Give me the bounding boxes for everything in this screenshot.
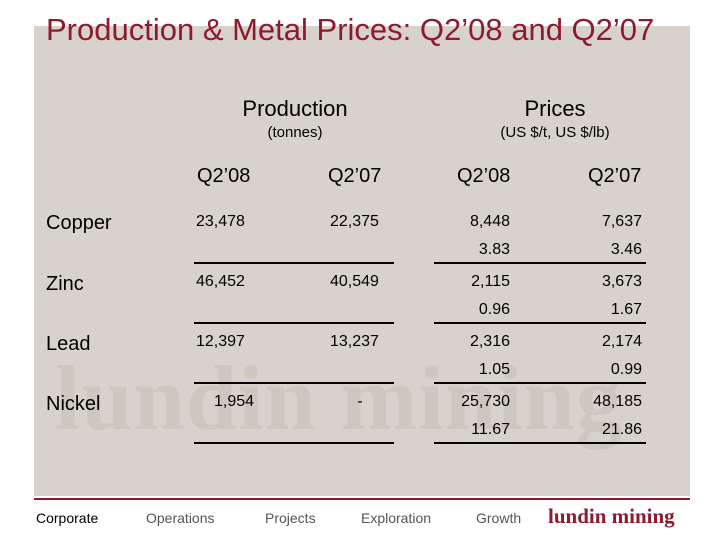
row-label-zinc: Zinc xyxy=(46,273,84,295)
row-label-nickel: Nickel xyxy=(46,393,101,415)
cell-copper-price-q208-lb: 3.83 xyxy=(478,241,510,258)
cell-nickel-price-q208-t: 25,730 xyxy=(461,393,510,410)
cell-zinc-price-q208-t: 2,115 xyxy=(471,273,510,290)
row-divider-prices xyxy=(434,262,646,264)
row-divider-prices xyxy=(434,442,646,444)
cell-lead-prod-q207: 13,237 xyxy=(330,333,379,350)
row-divider-prices xyxy=(434,322,646,324)
cell-zinc-price-q207-lb: 1.67 xyxy=(610,301,642,318)
footer-nav-projects[interactable]: Projects xyxy=(265,510,316,526)
footer-nav-operations[interactable]: Operations xyxy=(146,510,215,526)
cell-zinc-price-q207-t: 3,673 xyxy=(601,273,642,290)
row-divider-production xyxy=(194,442,394,444)
row-label-lead: Lead xyxy=(46,333,91,355)
cell-nickel-prod-q207: - xyxy=(357,393,363,410)
cell-copper-prod-q207: 22,375 xyxy=(330,213,379,230)
footer-nav-corporate[interactable]: Corporate xyxy=(36,510,99,526)
cell-nickel-price-q207-lb: 21.86 xyxy=(601,421,642,438)
watermark-logo: lundin mining xyxy=(55,347,623,449)
row-label-copper: Copper xyxy=(46,212,112,234)
col-header-prod-q208: Q2’08 xyxy=(197,165,251,187)
cell-lead-price-q208-t: 2,316 xyxy=(469,333,510,350)
company-logo: lundin mining xyxy=(548,504,675,528)
cell-copper-price-q207-t: 7,637 xyxy=(601,213,642,230)
prices-header: Prices xyxy=(524,96,586,121)
cell-lead-prod-q208: 12,397 xyxy=(196,333,245,350)
cell-zinc-prod-q207: 40,549 xyxy=(330,273,379,290)
cell-zinc-prod-q208: 46,452 xyxy=(196,273,245,290)
cell-nickel-price-q207-t: 48,185 xyxy=(593,393,642,410)
col-header-prod-q207: Q2’07 xyxy=(328,165,382,187)
row-divider-prices xyxy=(434,382,646,384)
row-divider-production xyxy=(194,382,394,384)
col-header-price-q207: Q2’07 xyxy=(588,165,642,187)
row-divider-production xyxy=(194,322,394,324)
slide-title: Production & Metal Prices: Q2’08 and Q2’… xyxy=(46,12,655,47)
cell-copper-price-q208-t: 8,448 xyxy=(469,213,510,230)
col-header-price-q208: Q2’08 xyxy=(457,165,511,187)
production-unit: (tonnes) xyxy=(267,124,323,141)
production-header: Production xyxy=(242,96,348,121)
footer-rule xyxy=(34,498,690,500)
cell-copper-price-q207-lb: 3.46 xyxy=(610,241,642,258)
cell-zinc-price-q208-lb: 0.96 xyxy=(478,301,510,318)
cell-nickel-prod-q208: 1,954 xyxy=(213,393,255,410)
cell-lead-price-q207-t: 2,174 xyxy=(601,333,642,350)
footer-nav-growth[interactable]: Growth xyxy=(476,510,522,526)
cell-lead-price-q207-lb: 0.99 xyxy=(610,361,642,378)
cell-copper-prod-q208: 23,478 xyxy=(196,213,245,230)
cell-lead-price-q208-lb: 1.05 xyxy=(478,361,510,378)
row-divider-production xyxy=(194,262,394,264)
prices-unit: (US $/t, US $/lb) xyxy=(500,124,610,141)
content-panel xyxy=(34,26,690,496)
footer-nav-exploration[interactable]: Exploration xyxy=(361,510,432,526)
cell-nickel-price-q208-lb: 11.67 xyxy=(471,421,510,438)
